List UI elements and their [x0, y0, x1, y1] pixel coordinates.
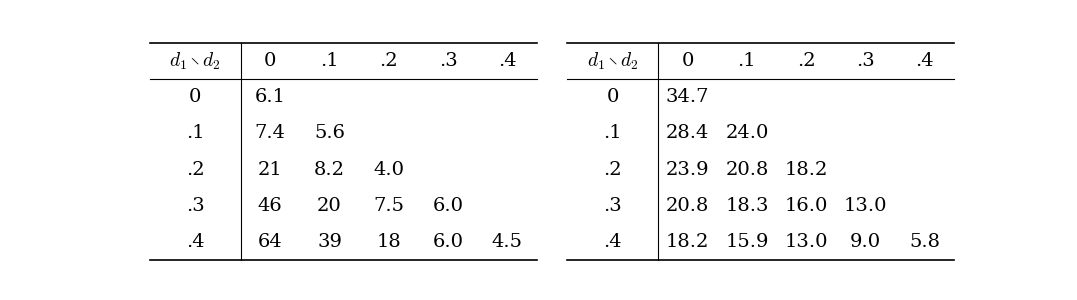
Text: 20: 20	[317, 197, 341, 215]
Text: .1: .1	[738, 52, 756, 70]
Text: .4: .4	[603, 233, 621, 251]
Text: .2: .2	[186, 160, 205, 178]
Text: .4: .4	[186, 233, 205, 251]
Text: 8.2: 8.2	[314, 160, 345, 178]
Text: .4: .4	[498, 52, 517, 70]
Text: .1: .1	[320, 52, 339, 70]
Text: .2: .2	[603, 160, 621, 178]
Text: 5.8: 5.8	[909, 233, 940, 251]
Text: .1: .1	[186, 124, 205, 142]
Text: 21: 21	[257, 160, 282, 178]
Text: 24.0: 24.0	[725, 124, 769, 142]
Text: 18.3: 18.3	[725, 197, 769, 215]
Text: .3: .3	[856, 52, 875, 70]
Text: 18.2: 18.2	[666, 233, 710, 251]
Text: $d_1 \setminus d_2$: $d_1 \setminus d_2$	[587, 50, 639, 72]
Text: 4.0: 4.0	[374, 160, 404, 178]
Text: 5.6: 5.6	[314, 124, 345, 142]
Text: 0: 0	[264, 52, 277, 70]
Text: 20.8: 20.8	[725, 160, 769, 178]
Text: 23.9: 23.9	[666, 160, 710, 178]
Text: 39: 39	[317, 233, 342, 251]
Text: 13.0: 13.0	[784, 233, 828, 251]
Text: 18.2: 18.2	[784, 160, 828, 178]
Text: 6.1: 6.1	[255, 88, 285, 106]
Text: .1: .1	[603, 124, 621, 142]
Text: 46: 46	[257, 197, 282, 215]
Text: 16.0: 16.0	[784, 197, 828, 215]
Text: 4.5: 4.5	[492, 233, 522, 251]
Text: 6.0: 6.0	[433, 197, 463, 215]
Text: 34.7: 34.7	[666, 88, 710, 106]
Text: 13.0: 13.0	[843, 197, 887, 215]
Text: .2: .2	[379, 52, 398, 70]
Text: 9.0: 9.0	[850, 233, 881, 251]
Text: .2: .2	[797, 52, 815, 70]
Text: .4: .4	[915, 52, 934, 70]
Text: 15.9: 15.9	[725, 233, 769, 251]
Text: 0: 0	[606, 88, 618, 106]
Text: 28.4: 28.4	[666, 124, 710, 142]
Text: 0: 0	[682, 52, 694, 70]
Text: 18: 18	[377, 233, 401, 251]
Text: .3: .3	[438, 52, 458, 70]
Text: 0: 0	[188, 88, 201, 106]
Text: 20.8: 20.8	[666, 197, 710, 215]
Text: 64: 64	[257, 233, 282, 251]
Text: 7.5: 7.5	[374, 197, 404, 215]
Text: .3: .3	[603, 197, 621, 215]
Text: .3: .3	[185, 197, 205, 215]
Text: $d_1 \setminus d_2$: $d_1 \setminus d_2$	[169, 50, 221, 72]
Text: 7.4: 7.4	[255, 124, 285, 142]
Text: 6.0: 6.0	[433, 233, 463, 251]
